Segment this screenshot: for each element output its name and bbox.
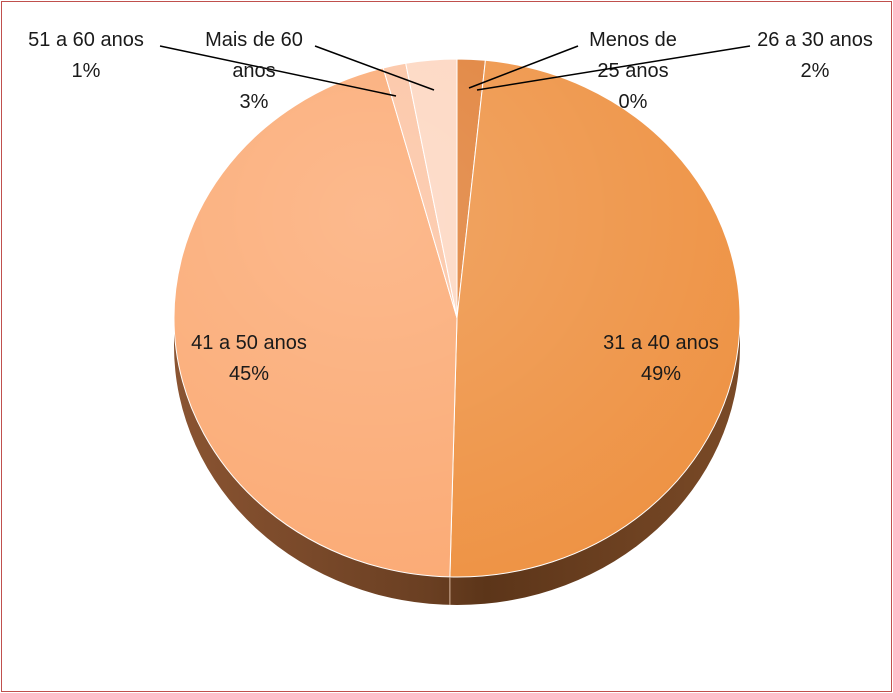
slice-label: Menos de — [589, 29, 677, 51]
slice-percent-label: 0% — [619, 91, 648, 113]
slice-label: 25 anos — [597, 60, 668, 82]
slice-percent-label: 49% — [641, 363, 681, 385]
slice-percent-label: 3% — [240, 91, 269, 113]
slice-percent-label: 2% — [801, 60, 830, 82]
slice-label: 41 a 50 anos — [191, 332, 307, 354]
leader-line — [468, 45, 579, 89]
leader-line — [314, 45, 435, 91]
slice-label: 31 a 40 anos — [603, 332, 719, 354]
leader-line — [159, 45, 397, 97]
leader-line — [476, 45, 751, 91]
slice-percent-label: 45% — [229, 363, 269, 385]
slice-label: anos — [232, 60, 275, 82]
slice-label: 26 a 30 anos — [757, 29, 873, 51]
slice-percent-label: 1% — [72, 60, 101, 82]
pie-shine — [174, 59, 740, 577]
slice-label: Mais de 60 — [205, 29, 303, 51]
slice-label: 51 a 60 anos — [28, 29, 144, 51]
